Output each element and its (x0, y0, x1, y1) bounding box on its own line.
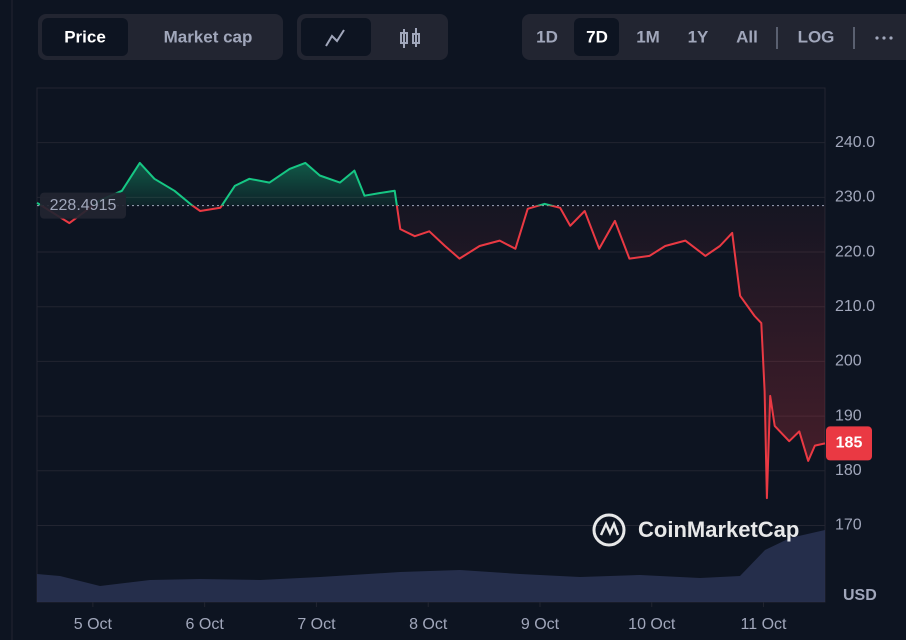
line-chart-button[interactable] (301, 18, 371, 56)
y-unit: USD (843, 587, 877, 604)
more-button[interactable] (875, 36, 893, 40)
price-area (37, 162, 825, 499)
y-tick-label: 230.0 (835, 189, 875, 206)
y-tick-label: 190 (835, 407, 862, 424)
range-7d[interactable]: 7D (586, 27, 608, 46)
range-all[interactable]: All (736, 27, 758, 46)
range-1d[interactable]: 1D (536, 27, 558, 46)
y-tick-label: 170 (835, 517, 862, 534)
x-tick-label: 7 Oct (297, 616, 336, 633)
x-tick-label: 8 Oct (409, 616, 448, 633)
x-tick-label: 10 Oct (628, 616, 676, 633)
tab-selected[interactable] (42, 18, 128, 56)
x-tick-label: 5 Oct (74, 616, 113, 633)
log-toggle[interactable]: LOG (798, 27, 835, 46)
x-tick-label: 11 Oct (741, 616, 788, 633)
range-1m[interactable]: 1M (636, 27, 660, 46)
volume-area (37, 530, 825, 602)
watermark-text: CoinMarketCap (638, 517, 799, 542)
y-tick-label: 200 (835, 353, 862, 370)
tab-price[interactable]: Price (64, 27, 106, 46)
y-tick-label: 210.0 (835, 298, 875, 315)
candle-icon[interactable] (400, 28, 420, 48)
current-price-label: 185 (836, 435, 863, 452)
watermark: CoinMarketCap (592, 513, 799, 547)
x-tick-label: 9 Oct (521, 616, 560, 633)
line-icon (325, 29, 345, 47)
price-line (36, 161, 826, 500)
tab-market-cap[interactable]: Market cap (164, 27, 253, 46)
baseline-label-box (40, 192, 126, 219)
baseline-label: 228.4915 (50, 197, 117, 214)
range-1y[interactable]: 1Y (688, 27, 709, 46)
x-tick-label: 6 Oct (186, 616, 225, 633)
y-tick-label: 220.0 (835, 243, 875, 260)
current-price-box (826, 426, 872, 461)
y-tick-label: 240.0 (835, 134, 875, 151)
y-tick-label: 180 (835, 462, 862, 479)
range-selected[interactable] (574, 18, 619, 56)
